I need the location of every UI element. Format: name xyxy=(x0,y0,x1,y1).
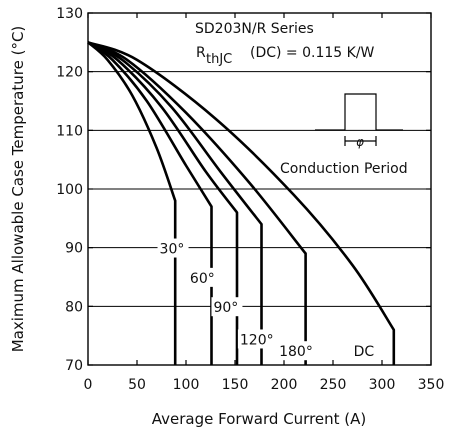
curve-90deg xyxy=(87,41,239,365)
curve-label: DC xyxy=(354,344,375,360)
x-tick-label: 0 xyxy=(84,377,93,393)
axis-ticks: 70 80 90 100 110 120 130 0 50 100 150 200 250 300 350 xyxy=(56,6,444,393)
pulse-shape xyxy=(315,93,403,131)
curve-label: 30° xyxy=(160,242,185,258)
conduction-period-label: Conduction Period xyxy=(280,161,408,177)
y-tick-label: 110 xyxy=(56,123,83,139)
x-tick-label: 200 xyxy=(271,377,298,393)
conduction-period-inset: φ Conduction Period xyxy=(280,93,408,177)
y-tick-label: 90 xyxy=(65,241,83,257)
phi-symbol: φ xyxy=(356,135,364,149)
rth-value: (DC) = 0.115 K/W xyxy=(250,45,375,61)
series-labels: 30° 60° 90°120° 180° DC xyxy=(157,238,375,361)
curve-label: 90° xyxy=(213,300,238,316)
rth-subscript: thJC xyxy=(206,52,232,67)
x-tick-label: 250 xyxy=(320,377,347,393)
y-tick-label: 80 xyxy=(65,299,83,315)
curve-label-backdrop xyxy=(351,341,374,361)
curve-label-backdrop xyxy=(277,341,318,361)
series-curves xyxy=(87,41,396,365)
curve-label-backdrop xyxy=(187,267,219,287)
y-axis-label: Maximum Allowable Case Temperature (°C) xyxy=(9,26,27,353)
curve-label-backdrop xyxy=(237,329,278,349)
x-tick-label: 50 xyxy=(128,377,146,393)
grid-lines xyxy=(88,71,431,307)
curve-label-backdrop xyxy=(211,297,243,317)
x-tick-label: 100 xyxy=(173,377,200,393)
x-tick-label: 350 xyxy=(418,377,445,393)
curve-label: 180° xyxy=(279,344,313,360)
y-tick-label: 130 xyxy=(56,6,83,22)
curve-60deg xyxy=(87,41,213,365)
curve-label: 60° xyxy=(190,271,215,287)
curve-120deg xyxy=(87,41,263,365)
curve-180deg xyxy=(87,41,307,365)
y-tick-label: 70 xyxy=(65,358,83,374)
x-tick-label: 150 xyxy=(222,377,249,393)
curve-label: 120° xyxy=(240,332,274,348)
curve-label-backdrop xyxy=(157,238,189,258)
y-tick-label: 120 xyxy=(56,65,83,81)
x-axis-label: Average Forward Current (A) xyxy=(152,410,367,428)
curve-30deg xyxy=(87,41,177,365)
x-tick-label: 300 xyxy=(369,377,396,393)
curve-dc xyxy=(87,41,396,365)
pulse-period-marker xyxy=(344,136,377,146)
series-title: SD203N/R Series xyxy=(195,21,314,37)
rth-symbol: R xyxy=(196,45,206,61)
y-tick-label: 100 xyxy=(56,182,83,198)
